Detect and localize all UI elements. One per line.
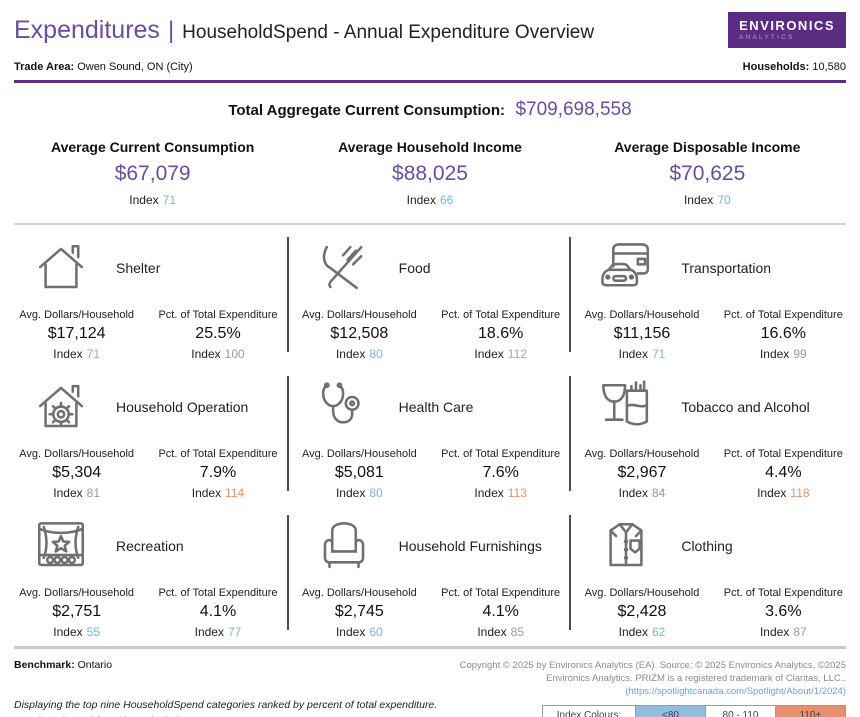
pct-total-stat: Pct. of Total Expenditure 25.5% Index 100 [158, 308, 278, 361]
footnote-line: Benchmark used for Index calculations. [14, 713, 437, 717]
benchmark-value: Ontario [77, 658, 113, 671]
environics-logo: ENVIRONICS ANALYTICS [728, 12, 846, 48]
avg-dollars-stat: Avg. Dollars/Household $5,304 Index 81 [19, 447, 135, 500]
page-title: Expenditures | HouseholdSpend - Annual E… [14, 12, 594, 45]
pct-total-stat: Pct. of Total Expenditure 4.1% Index 77 [158, 586, 278, 639]
avg-dollars-stat: Avg. Dollars/Household $11,156 Index 71 [584, 308, 700, 361]
stat-label: Average Current Consumption [51, 138, 255, 155]
legend-item-under-80: <80 [635, 706, 705, 717]
legend-item-80-110: 80 - 110 [705, 706, 775, 717]
category-card-transportation: Transportation Avg. Dollars/Household $1… [571, 225, 854, 364]
category-title: Recreation [116, 537, 184, 554]
pct-total-stat: Pct. of Total Expenditure 7.9% Index 114 [158, 447, 278, 500]
trade-area-value: Owen Sound, ON (City) [77, 60, 193, 73]
category-card-health-care: Health Care Avg. Dollars/Household $5,08… [289, 364, 572, 503]
footer: Benchmark: Ontario Displaying the top ni… [0, 649, 860, 717]
summary-stats: Average Current Consumption $67,079 Inde… [14, 139, 846, 225]
spotlight-link[interactable]: (https://spotlightcanada.com/Spotlight/A… [625, 686, 846, 698]
pct-total-stat: Pct. of Total Expenditure 7.6% Index 113 [441, 447, 561, 500]
stethoscope-icon [315, 378, 373, 436]
pct-total-stat: Pct. of Total Expenditure 4.1% Index 85 [441, 586, 561, 639]
category-title: Food [398, 259, 431, 276]
logo-text: ENVIRONICS [739, 18, 835, 33]
avg-dollars-stat: Avg. Dollars/Household $17,124 Index 71 [19, 308, 135, 361]
avg-dollars-stat: Avg. Dollars/Household $2,745 Index 60 [301, 586, 417, 639]
category-card-tobacco-alcohol: Tobacco and Alcohol Avg. Dollars/Househo… [571, 364, 854, 503]
trade-area: Trade Area: Owen Sound, ON (City) [14, 61, 193, 73]
category-title: Health Care [398, 398, 474, 415]
stat-label: Average Household Income [338, 138, 522, 155]
index-colours-legend: Index Colours: <80 80 - 110 110+ [542, 705, 846, 717]
stat-average-disposable-income: Average Disposable Income $70,625 Index 7… [569, 139, 846, 207]
households-label: Households: [742, 60, 810, 73]
title-secondary: HouseholdSpend - Annual Expenditure Over… [182, 22, 595, 43]
category-grid: Shelter Avg. Dollars/Household $17,124 I… [6, 225, 854, 642]
legend-label: Index Colours: [543, 706, 635, 717]
category-card-household-operation: Household Operation Avg. Dollars/Househo… [6, 364, 289, 503]
category-card-food: Food Avg. Dollars/Household $12,508 Inde… [289, 225, 572, 364]
stat-value: $67,079 [114, 161, 191, 185]
stat-index: Index 66 [406, 192, 454, 207]
category-card-recreation: Recreation Avg. Dollars/Household $2,751… [6, 503, 289, 642]
pct-total-stat: Pct. of Total Expenditure 18.6% Index 112 [441, 308, 561, 361]
avg-dollars-stat: Avg. Dollars/Household $2,967 Index 84 [584, 447, 700, 500]
avg-dollars-stat: Avg. Dollars/Household $12,508 Index 80 [301, 308, 417, 361]
shirt-icon [597, 517, 655, 575]
stat-average-current-consumption: Average Current Consumption $67,079 Inde… [14, 139, 291, 207]
house-gear-icon [32, 378, 90, 436]
trade-area-label: Trade Area: [14, 60, 75, 73]
stat-value: $70,625 [669, 161, 746, 185]
title-separator: | [167, 17, 175, 44]
benchmark: Benchmark: Ontario [14, 659, 437, 671]
stat-average-household-income: Average Household Income $88,025 Index 66 [291, 139, 568, 207]
copyright-line: Copyright © 2025 by Environics Analytics… [459, 659, 846, 671]
footnote-line: Displaying the top nine HouseholdSpend c… [14, 698, 438, 711]
category-card-clothing: Clothing Avg. Dollars/Household $2,428 I… [571, 503, 854, 642]
total-aggregate: Total Aggregate Current Consumption: $70… [0, 99, 860, 121]
header: Expenditures | HouseholdSpend - Annual E… [0, 0, 860, 73]
stat-index: Index 71 [129, 192, 177, 207]
total-aggregate-value: $709,698,558 [515, 98, 632, 120]
stat-index: Index 70 [683, 192, 731, 207]
category-card-household-furnishings: Household Furnishings Avg. Dollars/House… [289, 503, 572, 642]
house-icon [32, 239, 90, 297]
category-title: Tobacco and Alcohol [681, 398, 810, 415]
benchmark-label: Benchmark: [14, 658, 75, 671]
stat-value: $88,025 [392, 161, 468, 185]
legend-item-110-plus: 110+ [775, 706, 845, 717]
pct-total-stat: Pct. of Total Expenditure 16.6% Index 99 [723, 308, 843, 361]
copyright: Copyright © 2025 by Environics Analytics… [460, 659, 846, 699]
avg-dollars-stat: Avg. Dollars/Household $5,081 Index 80 [301, 447, 417, 500]
footer-divider [14, 645, 846, 649]
logo-subtext: ANALYTICS [739, 34, 795, 41]
armchair-icon [315, 517, 373, 575]
copyright-line: Environics Analytics. PRIZM is a registe… [546, 672, 846, 684]
avg-dollars-stat: Avg. Dollars/Household $2,751 Index 55 [19, 586, 135, 639]
header-divider [14, 79, 846, 83]
category-title: Transportation [681, 259, 772, 276]
households: Households: 10,580 [743, 61, 846, 73]
category-title: Shelter [116, 259, 161, 276]
pct-total-stat: Pct. of Total Expenditure 3.6% Index 87 [723, 586, 843, 639]
households-value: 10,580 [812, 60, 846, 73]
theater-icon [32, 517, 90, 575]
stat-label: Average Disposable Income [614, 138, 801, 155]
category-title: Household Furnishings [398, 537, 542, 554]
total-aggregate-label: Total Aggregate Current Consumption: [228, 101, 505, 119]
category-title: Clothing [681, 537, 733, 554]
category-card-shelter: Shelter Avg. Dollars/Household $17,124 I… [6, 225, 289, 364]
category-title: Household Operation [116, 398, 249, 415]
pct-total-stat: Pct. of Total Expenditure 4.4% Index 118 [723, 447, 843, 500]
utensils-icon [315, 239, 373, 297]
avg-dollars-stat: Avg. Dollars/Household $2,428 Index 62 [584, 586, 700, 639]
bus-car-icon [597, 239, 655, 297]
footnotes: Displaying the top nine HouseholdSpend c… [14, 697, 437, 717]
title-primary: Expenditures [14, 16, 160, 44]
wine-cigarettes-icon [597, 378, 655, 436]
